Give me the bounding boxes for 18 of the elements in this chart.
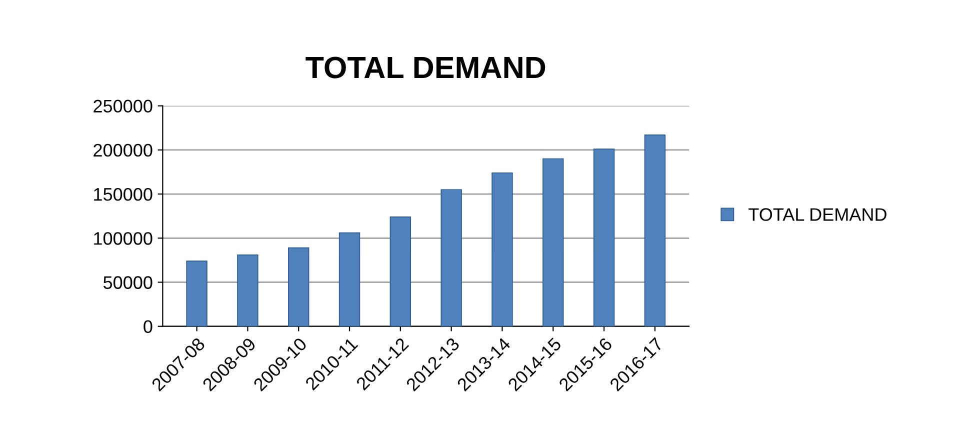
legend-label: TOTAL DEMAND (748, 208, 886, 221)
y-tick-label: 0 (144, 320, 152, 334)
bar (440, 189, 462, 326)
bar (288, 247, 310, 326)
y-tick-label: 150000 (94, 188, 152, 201)
bar (644, 134, 666, 326)
y-tick-label: 100000 (94, 232, 152, 245)
y-tick-label: 50000 (103, 276, 152, 289)
bar (237, 254, 258, 326)
bar (542, 158, 564, 326)
y-tick-label: 200000 (94, 144, 152, 157)
bar (186, 260, 208, 326)
bar (492, 172, 513, 326)
y-tick-label: 250000 (94, 100, 152, 113)
bar (390, 216, 412, 326)
bar (338, 232, 360, 326)
chart-title: TOTAL DEMAND (306, 56, 546, 78)
bar (593, 148, 615, 326)
